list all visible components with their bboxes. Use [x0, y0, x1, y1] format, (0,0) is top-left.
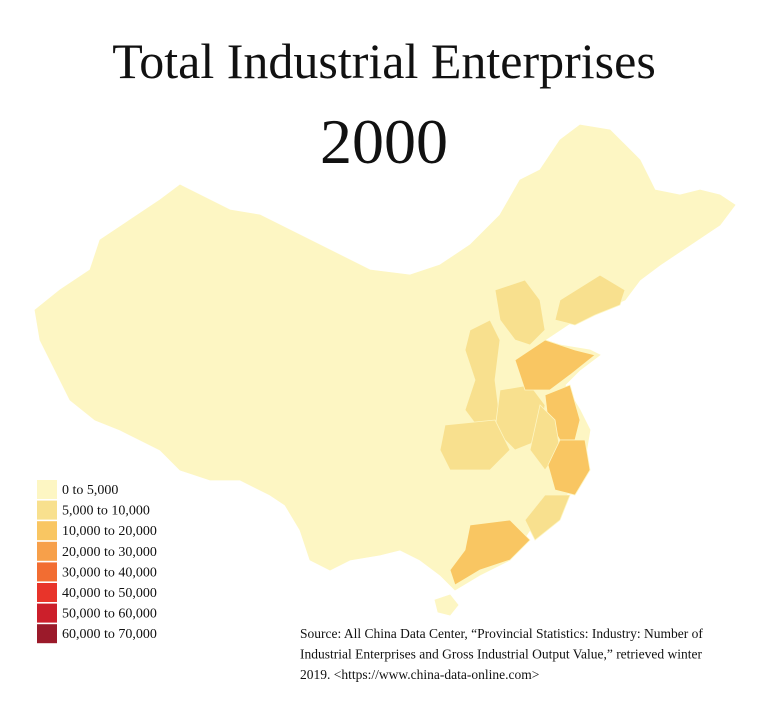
- legend-label: 30,000 to 40,000: [62, 565, 157, 580]
- legend: 0 to 5,000 5,000 to 10,000 10,000 to 20,00…: [37, 480, 157, 644]
- province-guangdong: [449, 519, 531, 586]
- legend-label: 60,000 to 70,000: [62, 627, 157, 642]
- legend-swatch: [37, 624, 57, 644]
- source-note: Source: All China Data Center, “Provinci…: [300, 626, 703, 682]
- province-liaoning: [554, 274, 626, 326]
- legend-swatch: [37, 480, 57, 499]
- legend-swatch: [37, 541, 57, 561]
- country-outline: [34, 124, 736, 591]
- legend-swatch: [37, 562, 57, 582]
- province-hubei: [439, 419, 511, 471]
- legend-label: 0 to 5,000: [62, 483, 118, 498]
- subtitle: 2000: [320, 106, 448, 177]
- source-line: Industrial Enterprises and Gross Industr…: [300, 647, 703, 662]
- province-hebei: [494, 279, 546, 346]
- title: Total Industrial Enterprises: [112, 33, 656, 89]
- source-line: 2019. <https://www.china-data-online.com…: [300, 667, 539, 682]
- legend-swatch: [37, 583, 57, 602]
- legend-label: 10,000 to 20,000: [62, 524, 157, 539]
- province-shandong: [514, 339, 596, 391]
- source-line: Source: All China Data Center, “Provinci…: [300, 626, 703, 641]
- legend-label: 5,000 to 10,000: [62, 504, 150, 519]
- legend-label: 20,000 to 30,000: [62, 545, 157, 560]
- legend-label: 40,000 to 50,000: [62, 586, 157, 601]
- province-fujian: [524, 494, 571, 541]
- china-map: [34, 124, 736, 616]
- legend-swatch: [37, 521, 57, 541]
- legend-label: 50,000 to 60,000: [62, 607, 157, 622]
- province-hainan: [434, 594, 459, 616]
- legend-swatch: [37, 603, 57, 623]
- province-zhejiang: [547, 439, 591, 496]
- legend-swatch: [37, 500, 57, 520]
